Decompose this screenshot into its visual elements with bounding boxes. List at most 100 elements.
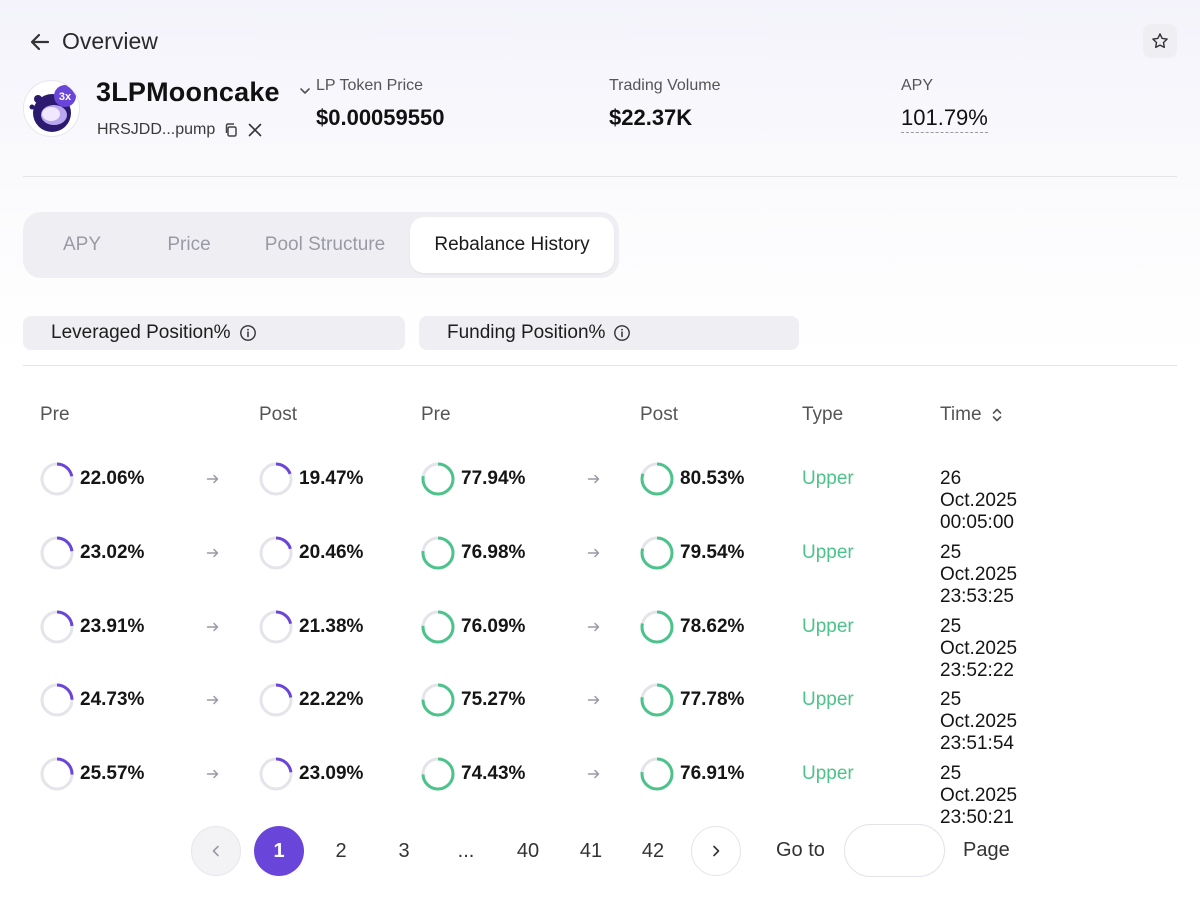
time-value: 25 Oct.2025 23:50:21 bbox=[940, 763, 1018, 828]
tab-rebalance-history[interactable]: Rebalance History bbox=[410, 217, 614, 273]
favorite-button[interactable] bbox=[1143, 24, 1177, 58]
star-icon bbox=[1152, 33, 1168, 49]
tab-price[interactable]: Price bbox=[167, 234, 211, 255]
progress-ring-fill bbox=[421, 610, 455, 644]
progress-ring-track bbox=[640, 757, 674, 791]
progress-ring-track bbox=[421, 757, 455, 791]
arrow-right-icon bbox=[587, 474, 600, 484]
page-button-1[interactable]: 1 bbox=[254, 826, 304, 876]
progress-ring-fill bbox=[40, 757, 74, 791]
col-header-funding-post: Post bbox=[640, 404, 679, 425]
percent-value: 76.98% bbox=[461, 542, 526, 563]
progress-ring-track bbox=[640, 462, 674, 496]
arrow-right-icon bbox=[206, 622, 219, 632]
percent-cell-lev-post: 21.38% bbox=[259, 610, 363, 644]
percent-value: 74.43% bbox=[461, 763, 526, 784]
stat-label: LP Token Price bbox=[316, 77, 424, 94]
table-divider bbox=[23, 365, 1177, 366]
percent-value: 78.62% bbox=[680, 616, 745, 637]
trading-volume-stat: Trading Volume $22.37K bbox=[609, 77, 720, 131]
progress-ring-track bbox=[640, 683, 674, 717]
percent-cell-fund-pre: 75.27% bbox=[421, 683, 525, 717]
progress-ring-track bbox=[259, 536, 293, 570]
progress-ring-fill bbox=[259, 610, 293, 644]
chevron-down-icon[interactable] bbox=[297, 83, 313, 99]
col-header-type: Type bbox=[802, 404, 844, 425]
page-button-42[interactable]: 42 bbox=[641, 839, 665, 862]
col-header-time[interactable]: Time bbox=[940, 404, 1004, 426]
stat-label: Trading Volume bbox=[609, 77, 721, 94]
percent-value: 76.91% bbox=[680, 763, 745, 784]
copy-icon[interactable] bbox=[223, 122, 239, 138]
progress-ring bbox=[259, 683, 293, 717]
prev-page-button[interactable] bbox=[191, 826, 241, 876]
progress-ring-track bbox=[259, 757, 293, 791]
percent-value: 22.22% bbox=[299, 689, 364, 710]
percent-value: 24.73% bbox=[80, 689, 145, 710]
sort-icon[interactable] bbox=[990, 406, 1004, 424]
progress-ring-track bbox=[421, 462, 455, 496]
progress-ring bbox=[640, 536, 674, 570]
progress-ring-track bbox=[40, 610, 74, 644]
progress-ring-fill bbox=[259, 757, 293, 791]
next-page-button[interactable] bbox=[691, 826, 741, 876]
progress-ring-fill bbox=[640, 536, 674, 570]
progress-ring bbox=[259, 757, 293, 791]
progress-ring-track bbox=[40, 536, 74, 570]
percent-cell-lev-post: 20.46% bbox=[259, 536, 363, 570]
progress-ring bbox=[40, 683, 74, 717]
arrow-right-icon bbox=[206, 474, 219, 484]
lp-token-price-stat: LP Token Price $0.00059550 bbox=[316, 77, 444, 131]
page-ellipsis: ... bbox=[457, 839, 475, 862]
progress-ring-fill bbox=[421, 536, 455, 570]
header-divider bbox=[23, 176, 1177, 177]
chevron-left-icon bbox=[212, 845, 219, 857]
progress-ring-track bbox=[640, 536, 674, 570]
back-button[interactable]: Overview bbox=[28, 28, 158, 55]
apy-value[interactable]: 101.79% bbox=[901, 105, 988, 133]
x-logo-icon[interactable] bbox=[247, 122, 263, 138]
percent-cell-lev-post: 23.09% bbox=[259, 757, 363, 791]
arrow-right-icon bbox=[206, 548, 219, 558]
type-badge: Upper bbox=[802, 616, 854, 637]
col-header-leveraged-pre: Pre bbox=[40, 404, 70, 425]
type-badge: Upper bbox=[802, 763, 854, 784]
percent-value: 80.53% bbox=[680, 468, 745, 489]
goto-label: Go to bbox=[776, 839, 825, 861]
progress-ring bbox=[259, 536, 293, 570]
tab-pool-structure[interactable]: Pool Structure bbox=[264, 234, 386, 255]
page-button-3[interactable]: 3 bbox=[398, 839, 410, 862]
progress-ring bbox=[259, 610, 293, 644]
progress-ring-fill bbox=[640, 683, 674, 717]
progress-ring-fill bbox=[40, 683, 74, 717]
progress-ring-fill bbox=[640, 610, 674, 644]
arrow-right-icon bbox=[587, 695, 600, 705]
progress-ring bbox=[640, 610, 674, 644]
progress-ring bbox=[421, 462, 455, 496]
page-button-40[interactable]: 40 bbox=[516, 839, 540, 862]
type-badge: Upper bbox=[802, 542, 854, 563]
progress-ring bbox=[421, 683, 455, 717]
percent-value: 21.38% bbox=[299, 616, 364, 637]
info-icon[interactable] bbox=[239, 324, 257, 342]
progress-ring-fill bbox=[421, 757, 455, 791]
page-button-2[interactable]: 2 bbox=[335, 839, 347, 862]
token-address-row: HRSJDD...pump bbox=[97, 121, 263, 139]
percent-cell-lev-post: 22.22% bbox=[259, 683, 363, 717]
progress-ring bbox=[421, 536, 455, 570]
funding-position-header: Funding Position% bbox=[419, 316, 799, 350]
percent-cell-fund-pre: 77.94% bbox=[421, 462, 525, 496]
progress-ring-fill bbox=[259, 536, 293, 570]
tab-apy[interactable]: APY bbox=[62, 234, 102, 255]
time-value: 25 Oct.2025 23:53:25 bbox=[940, 542, 1018, 607]
progress-ring-track bbox=[40, 462, 74, 496]
progress-ring-fill bbox=[421, 462, 455, 496]
percent-cell-lev-pre: 23.02% bbox=[40, 536, 144, 570]
info-icon[interactable] bbox=[613, 324, 631, 342]
progress-ring bbox=[259, 462, 293, 496]
goto-page-input[interactable] bbox=[844, 824, 945, 877]
page-button-41[interactable]: 41 bbox=[579, 839, 603, 862]
progress-ring-fill bbox=[421, 683, 455, 717]
percent-value: 19.47% bbox=[299, 468, 364, 489]
time-value: 25 Oct.2025 23:51:54 bbox=[940, 689, 1018, 754]
